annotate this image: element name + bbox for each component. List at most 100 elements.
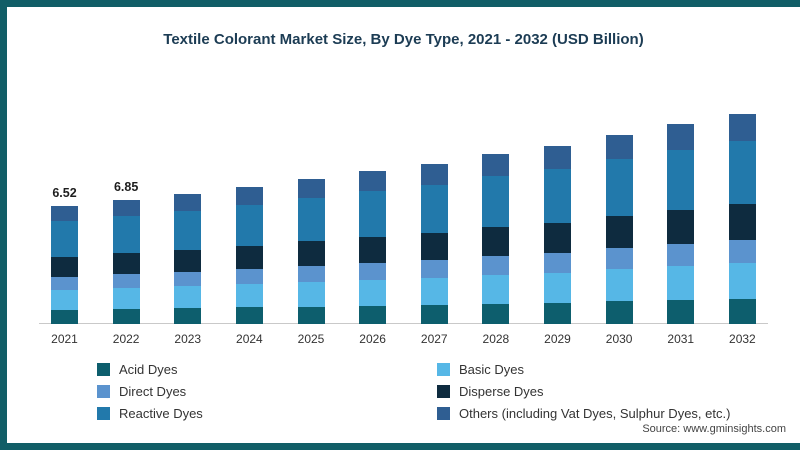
bar-group-2021: 6.52 2021 bbox=[51, 186, 78, 346]
bar-segment bbox=[544, 223, 571, 253]
x-tick-label: 2031 bbox=[667, 332, 695, 346]
bar-group-2032: 2032 bbox=[728, 94, 756, 346]
bar-segment bbox=[605, 135, 633, 159]
bar-segment bbox=[544, 303, 571, 324]
x-tick-label: 2025 bbox=[297, 332, 325, 346]
legend-item: Acid Dyes bbox=[97, 362, 437, 377]
bar-group-2022: 6.85 2022 bbox=[112, 180, 140, 346]
legend-item: Reactive Dyes bbox=[97, 406, 437, 421]
bar-segment bbox=[51, 257, 78, 277]
source-prefix: Source: bbox=[642, 423, 681, 435]
bar-segment bbox=[605, 216, 633, 248]
bar-segment bbox=[482, 176, 510, 227]
bar-group-2027: 2027 bbox=[420, 144, 448, 346]
bar-segment bbox=[112, 253, 140, 274]
bar-stack bbox=[51, 206, 78, 324]
legend-swatch bbox=[97, 363, 110, 376]
bar-segment bbox=[359, 237, 387, 263]
bar-stack bbox=[112, 200, 140, 324]
bar-segment bbox=[112, 200, 140, 216]
bar-segment bbox=[359, 191, 387, 237]
bar-segment bbox=[297, 241, 325, 266]
x-tick-label: 2021 bbox=[51, 332, 78, 346]
bar-group-2030: 2030 bbox=[605, 115, 633, 346]
bar-segment bbox=[667, 266, 695, 300]
legend-swatch bbox=[437, 385, 450, 398]
x-tick-label: 2032 bbox=[729, 332, 756, 346]
bar-segment bbox=[420, 185, 448, 233]
bar-segment bbox=[420, 233, 448, 260]
bar-group-2025: 2025 bbox=[297, 159, 325, 346]
legend-swatch bbox=[437, 363, 450, 376]
bar-segment bbox=[482, 154, 510, 176]
bar-segment bbox=[297, 198, 325, 241]
bar-segment bbox=[544, 146, 571, 169]
bar-stack bbox=[544, 146, 571, 324]
legend-swatch bbox=[437, 407, 450, 420]
bar-segment bbox=[235, 205, 263, 246]
bar-segment bbox=[51, 310, 78, 324]
bar-segment bbox=[174, 308, 202, 324]
bar-segment bbox=[728, 263, 756, 299]
source-note: Source: www.gminsights.com bbox=[642, 423, 786, 435]
bar-segment bbox=[667, 244, 695, 266]
bar-segment bbox=[667, 124, 695, 150]
bar-stack bbox=[667, 124, 695, 324]
bar-segment bbox=[235, 269, 263, 284]
legend-label: Direct Dyes bbox=[119, 384, 187, 399]
bar-segment bbox=[544, 169, 571, 223]
bar-segment bbox=[728, 141, 756, 204]
bar-segment bbox=[605, 159, 633, 216]
bar-segment bbox=[482, 256, 510, 275]
bar-group-2029: 2029 bbox=[544, 126, 571, 346]
bar-segment bbox=[174, 286, 202, 308]
x-tick-label: 2022 bbox=[112, 332, 140, 346]
bar-segment bbox=[112, 288, 140, 309]
x-tick-label: 2030 bbox=[605, 332, 633, 346]
bar-segment bbox=[605, 301, 633, 324]
legend-label: Disperse Dyes bbox=[459, 384, 544, 399]
bar-segment bbox=[482, 275, 510, 304]
bar-segment bbox=[605, 248, 633, 269]
chart-title: Textile Colorant Market Size, By Dye Typ… bbox=[163, 31, 644, 48]
x-axis-line bbox=[39, 323, 768, 324]
bar-segment bbox=[297, 179, 325, 198]
source-url: www.gminsights.com bbox=[683, 423, 786, 435]
bar-segment bbox=[359, 171, 387, 191]
bar-segment bbox=[174, 250, 202, 272]
bar-group-2026: 2026 bbox=[359, 151, 387, 346]
legend-item: Basic Dyes bbox=[437, 362, 800, 377]
bar-segment bbox=[235, 187, 263, 205]
bars-container: 6.52 2021 6.85 2022 2023 2024 2025 2026 2027 2028… bbox=[47, 54, 760, 346]
bar-segment bbox=[359, 306, 387, 324]
bar-segment bbox=[359, 263, 387, 280]
bar-stack bbox=[482, 154, 510, 324]
bar-stack bbox=[728, 114, 756, 324]
bar-segment bbox=[728, 240, 756, 263]
bar-segment bbox=[420, 164, 448, 185]
bar-segment bbox=[667, 300, 695, 324]
x-tick-label: 2028 bbox=[482, 332, 510, 346]
bar-segment bbox=[420, 278, 448, 305]
bar-segment bbox=[51, 290, 78, 310]
legend-item: Disperse Dyes bbox=[437, 384, 800, 399]
bar-segment bbox=[51, 206, 78, 221]
bar-group-2028: 2028 bbox=[482, 134, 510, 346]
bar-value-label: 6.52 bbox=[52, 186, 77, 200]
bar-segment bbox=[667, 150, 695, 210]
x-tick-label: 2023 bbox=[174, 332, 202, 346]
bar-segment bbox=[544, 253, 571, 273]
bar-segment bbox=[235, 246, 263, 269]
legend-swatch bbox=[97, 385, 110, 398]
bar-segment bbox=[174, 272, 202, 286]
bar-segment bbox=[51, 221, 78, 257]
bar-segment bbox=[112, 216, 140, 253]
bar-segment bbox=[728, 204, 756, 240]
bar-segment bbox=[544, 273, 571, 303]
bar-group-2024: 2024 bbox=[235, 167, 263, 346]
plot-area: 6.52 2021 6.85 2022 2023 2024 2025 2026 2027 2028… bbox=[39, 54, 768, 346]
bar-segment bbox=[420, 260, 448, 278]
bar-segment bbox=[112, 274, 140, 288]
bar-group-2023: 2023 bbox=[174, 174, 202, 346]
bar-segment bbox=[51, 277, 78, 290]
